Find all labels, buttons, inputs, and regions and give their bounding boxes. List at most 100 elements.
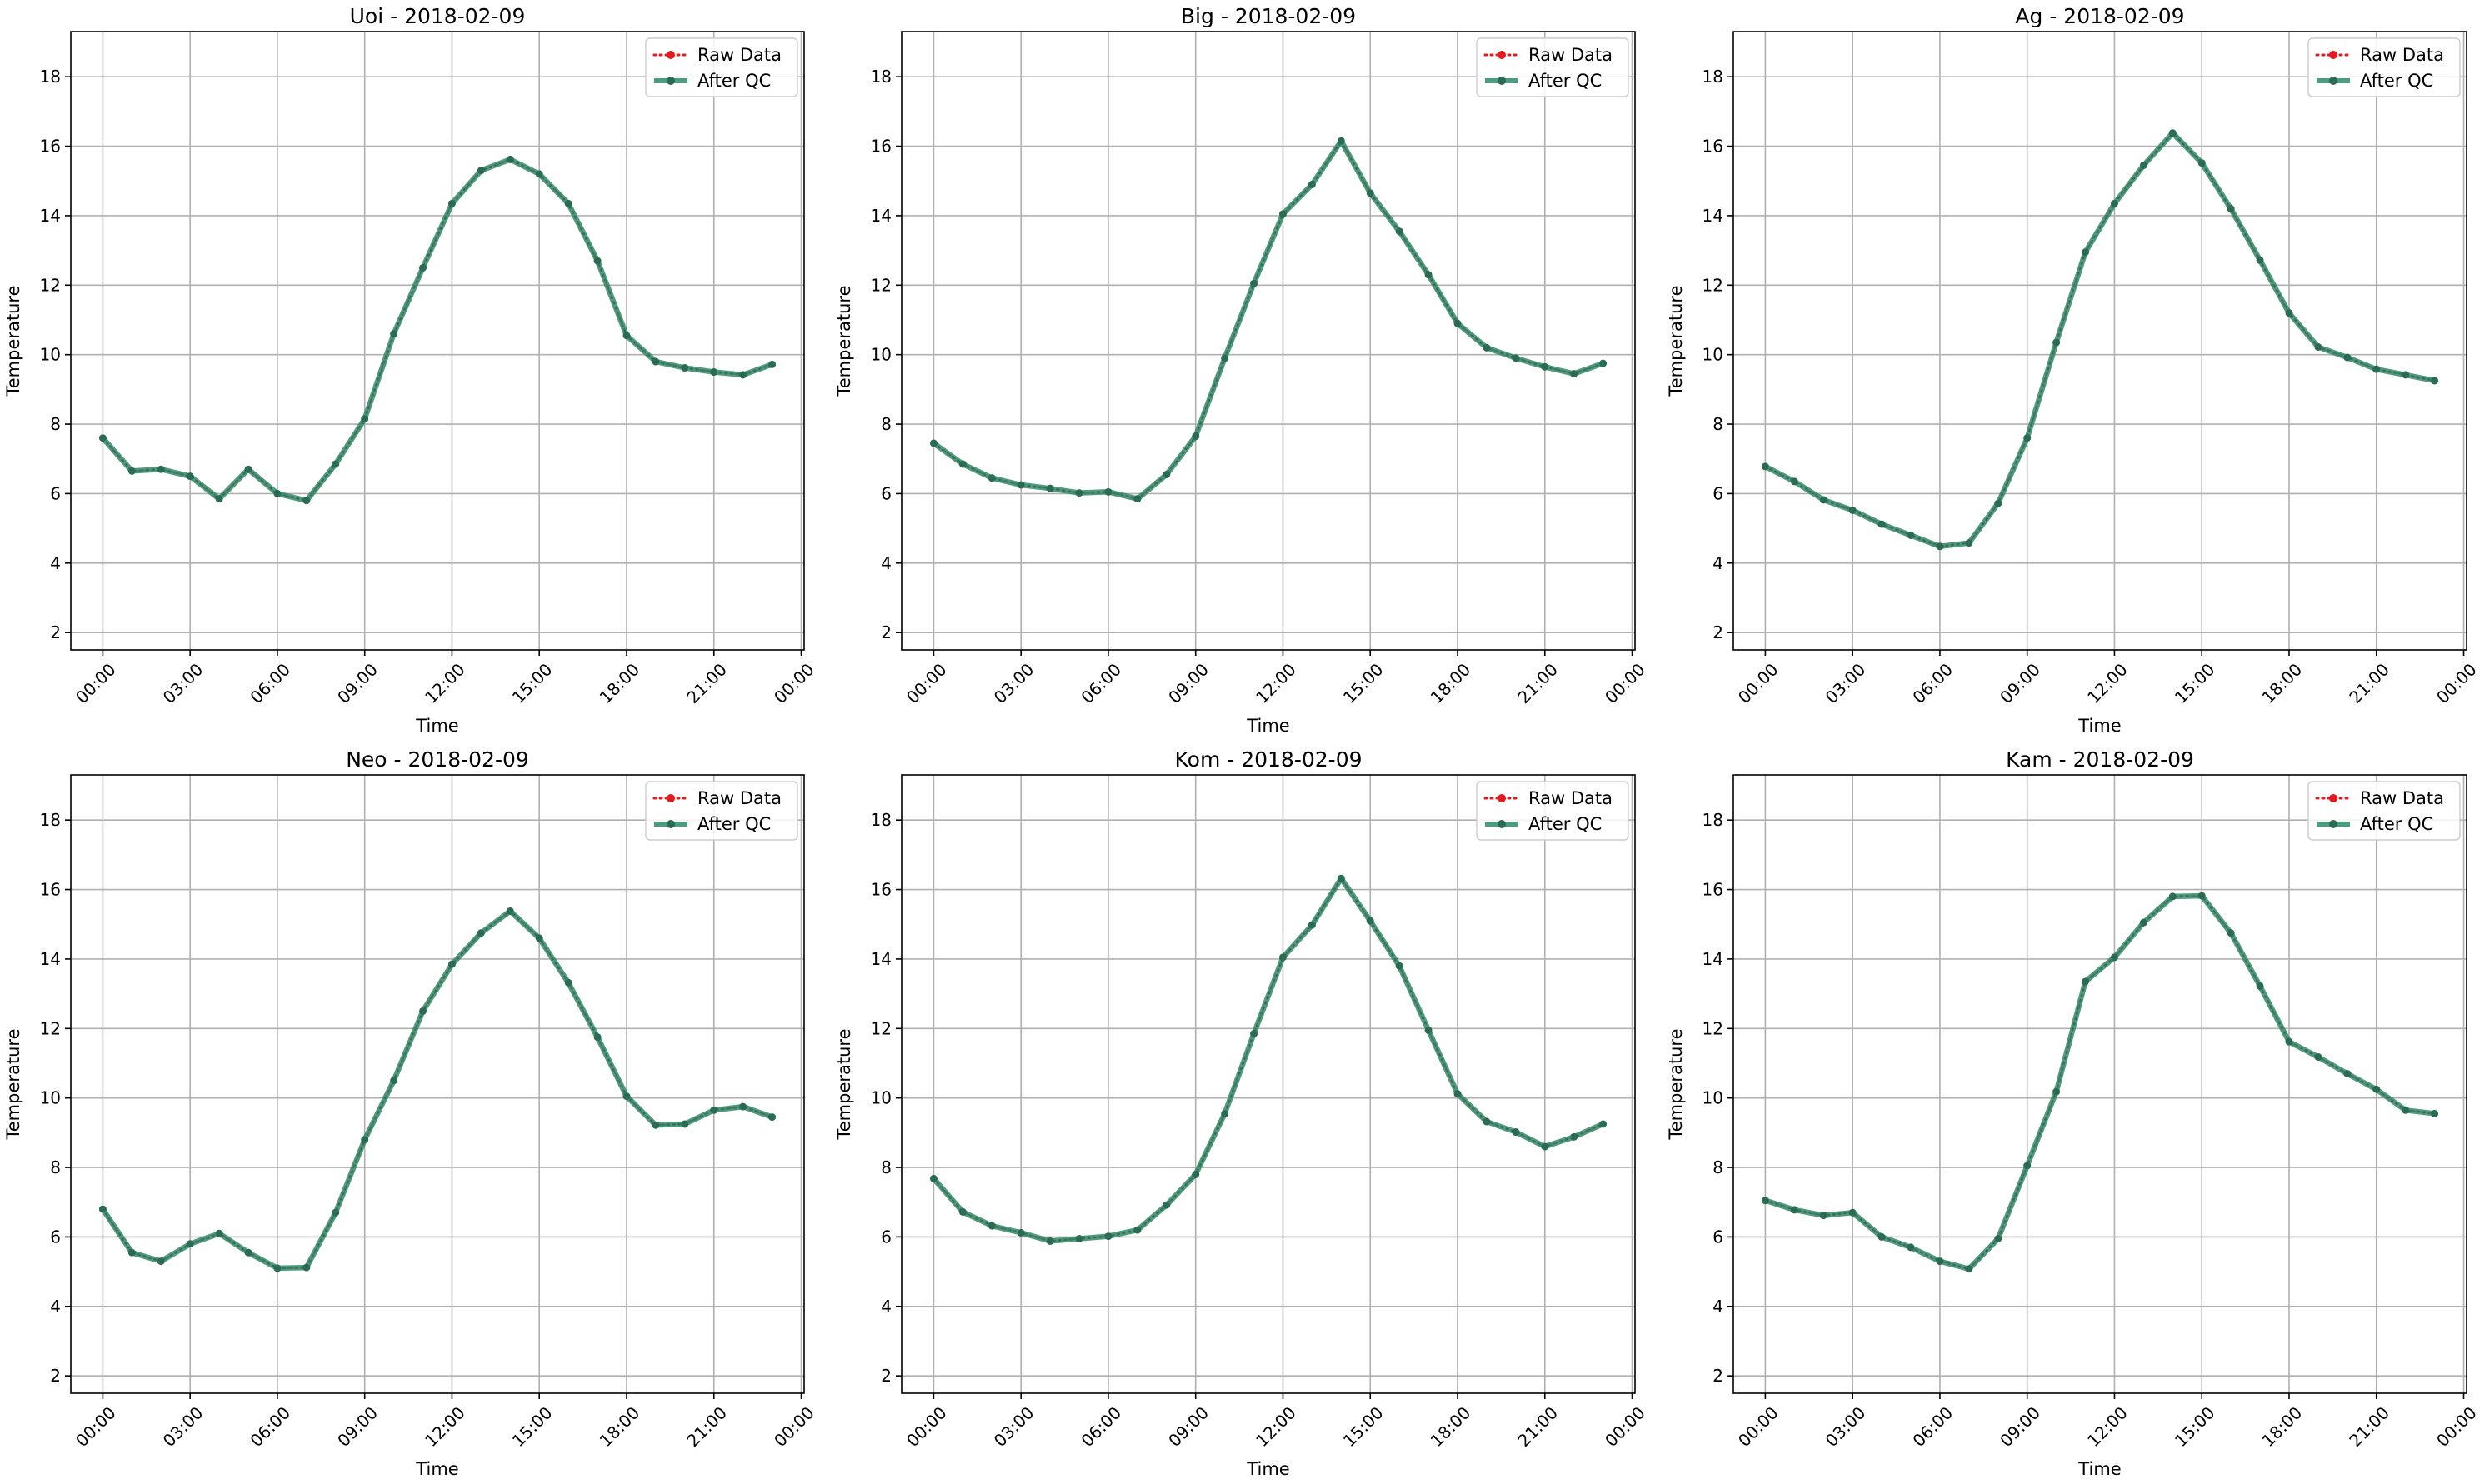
data-point-qc [2110, 199, 2118, 207]
data-point-qc [1395, 227, 1403, 236]
data-point-qc [448, 199, 456, 207]
x-tick-label: 00:00 [72, 659, 120, 707]
x-tick-label: 00:00 [1734, 659, 1782, 707]
data-point-qc [1337, 137, 1345, 145]
legend-marker-raw [2329, 51, 2338, 59]
x-tick-label: 15:00 [1339, 659, 1388, 707]
data-point-qc [1366, 189, 1374, 197]
data-point-qc [419, 1007, 428, 1015]
data-point-qc [2256, 256, 2264, 264]
data-point-qc [2227, 929, 2235, 937]
data-point-qc [535, 170, 543, 178]
data-point-qc [988, 1222, 996, 1230]
series-line-raw-overlay [1765, 895, 2435, 1270]
data-point-qc [1308, 921, 1316, 929]
plot-area [902, 775, 1635, 1393]
data-point-qc [186, 472, 194, 481]
data-point-qc [1104, 487, 1112, 496]
legend-marker-raw [2329, 794, 2338, 802]
legend: Raw Data After QC [1476, 781, 1629, 841]
data-point-qc [1046, 1237, 1054, 1245]
x-tick-label: 03:00 [1822, 659, 1870, 707]
legend-marker-qc [2329, 820, 2338, 828]
legend-label-qc: After QC [1528, 814, 1602, 834]
x-tick-label: 18:00 [596, 1402, 644, 1451]
x-tick-label: 03:00 [159, 1402, 208, 1451]
x-tick-label: 12:00 [1252, 659, 1300, 707]
data-point-qc [958, 1207, 967, 1216]
data-point-qc [710, 1106, 718, 1114]
x-tick-label: 18:00 [2258, 659, 2307, 707]
y-tick-label: 6 [1712, 483, 1723, 503]
legend-marker-raw [1498, 51, 1506, 59]
data-point-qc [98, 1205, 107, 1213]
legend-label-qc: After QC [698, 71, 771, 91]
legend-label-qc: After QC [1528, 71, 1602, 91]
data-point-qc [2372, 365, 2381, 373]
data-point-qc [2198, 892, 2206, 900]
data-point-qc [652, 1121, 660, 1129]
x-tick-label: 00:00 [1734, 1402, 1782, 1451]
chart-title: Uoi - 2018-02-09 [350, 4, 526, 28]
y-tick-label: 16 [1702, 137, 1723, 157]
data-point-qc [2343, 353, 2352, 362]
legend-label-qc: After QC [698, 814, 771, 834]
y-tick-label: 2 [1712, 1366, 1723, 1386]
series-line-raw-overlay [1765, 132, 2435, 547]
data-point-qc [1075, 489, 1083, 497]
data-point-qc [2431, 377, 2439, 385]
data-point-qc [2139, 161, 2148, 169]
y-tick-label: 6 [881, 483, 892, 503]
legend-label-raw: Raw Data [698, 788, 782, 808]
y-tick-label: 4 [881, 1297, 892, 1317]
y-tick-label: 12 [40, 275, 61, 295]
data-point-qc [652, 357, 660, 366]
data-point-qc [2168, 892, 2177, 901]
x-axis-label: Time [2078, 716, 2121, 736]
x-tick-label: 21:00 [682, 1402, 731, 1451]
x-tick-label: 18:00 [596, 659, 644, 707]
data-point-qc [1878, 1232, 1886, 1241]
chart-title: Neo - 2018-02-09 [346, 747, 529, 772]
data-point-qc [1278, 210, 1287, 218]
data-point-qc [1424, 271, 1432, 279]
data-point-qc [1848, 1208, 1857, 1217]
y-tick-label: 2 [881, 622, 892, 642]
data-point-qc [2431, 1109, 2439, 1117]
data-point-qc [2052, 1087, 2061, 1096]
y-tick-label: 16 [871, 880, 892, 900]
data-point-qc [593, 1033, 602, 1042]
data-point-qc [1221, 1109, 1229, 1117]
data-point-qc [2285, 1037, 2293, 1046]
data-point-qc [564, 978, 572, 987]
plot-area [71, 775, 804, 1393]
data-point-qc [1104, 1232, 1112, 1241]
data-point-qc [1994, 499, 2002, 507]
legend: Raw Data After QC [2308, 781, 2461, 841]
y-tick-label: 16 [40, 880, 61, 900]
x-axis-label: Time [1246, 716, 1289, 736]
data-point-qc [390, 1077, 398, 1085]
data-point-qc [2402, 371, 2410, 379]
data-point-qc [1453, 1090, 1462, 1098]
data-point-qc [1162, 470, 1171, 478]
data-point-qc [1878, 520, 1886, 528]
y-tick-label: 6 [50, 483, 61, 503]
x-tick-label: 15:00 [508, 659, 557, 707]
data-point-qc [564, 199, 572, 207]
y-tick-label: 18 [40, 810, 61, 830]
data-point-qc [2256, 982, 2264, 990]
y-tick-label: 12 [871, 1018, 892, 1038]
x-tick-label: 12:00 [421, 659, 469, 707]
data-point-qc [1046, 484, 1054, 492]
data-point-qc [1907, 1243, 1915, 1252]
data-point-qc [1819, 1212, 1828, 1220]
axes-frame [1732, 774, 2468, 1394]
chart-panel-3: 2 4 6 8 10 12 14 16 18 00:00 03:00 06:00 09:00 12:00 1… [1666, 4, 2481, 736]
data-point-qc [622, 1092, 631, 1101]
x-tick-label: 18:00 [1427, 1402, 1475, 1451]
x-tick-label: 21:00 [682, 659, 731, 707]
x-tick-label: 00:00 [2432, 1402, 2481, 1451]
x-tick-label: 00:00 [1601, 1402, 1649, 1451]
y-tick-label: 12 [871, 275, 892, 295]
